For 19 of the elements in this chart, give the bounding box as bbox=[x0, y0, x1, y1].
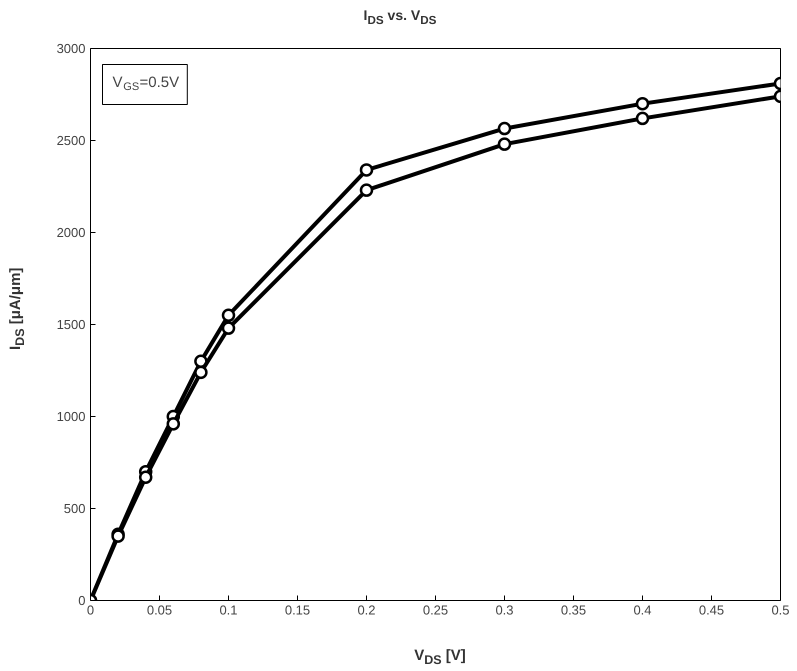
y-tick-label: 1500 bbox=[56, 317, 86, 332]
y-tick-label: 2000 bbox=[56, 225, 86, 240]
y-tick-label: 3000 bbox=[56, 41, 86, 56]
x-tick-label: 0.2 bbox=[357, 602, 376, 618]
x-tick-label: 0.05 bbox=[146, 602, 172, 618]
y-tick-label: 0 bbox=[78, 593, 86, 608]
x-tick-label: 0.15 bbox=[284, 602, 310, 618]
x-tick-label: 0.35 bbox=[560, 602, 586, 618]
x-axis-title: V$_{DS}$ [V] bbox=[414, 646, 466, 669]
y-tick-label: 2500 bbox=[56, 133, 86, 148]
chart-title: I$_{DS}$ vs. V$_{DS}$ bbox=[364, 6, 436, 29]
x-tick-label: 0.4 bbox=[633, 602, 652, 618]
x-tick-label: 0.45 bbox=[698, 602, 724, 618]
y-tick-label: 500 bbox=[64, 501, 86, 516]
x-tick-label: 0.25 bbox=[422, 602, 448, 618]
x-tick-label: 0.5 bbox=[771, 602, 790, 618]
x-tick-label: 0.3 bbox=[495, 602, 514, 618]
y-tick-label: 1000 bbox=[56, 409, 86, 424]
x-tick-label: 0.1 bbox=[219, 602, 238, 618]
